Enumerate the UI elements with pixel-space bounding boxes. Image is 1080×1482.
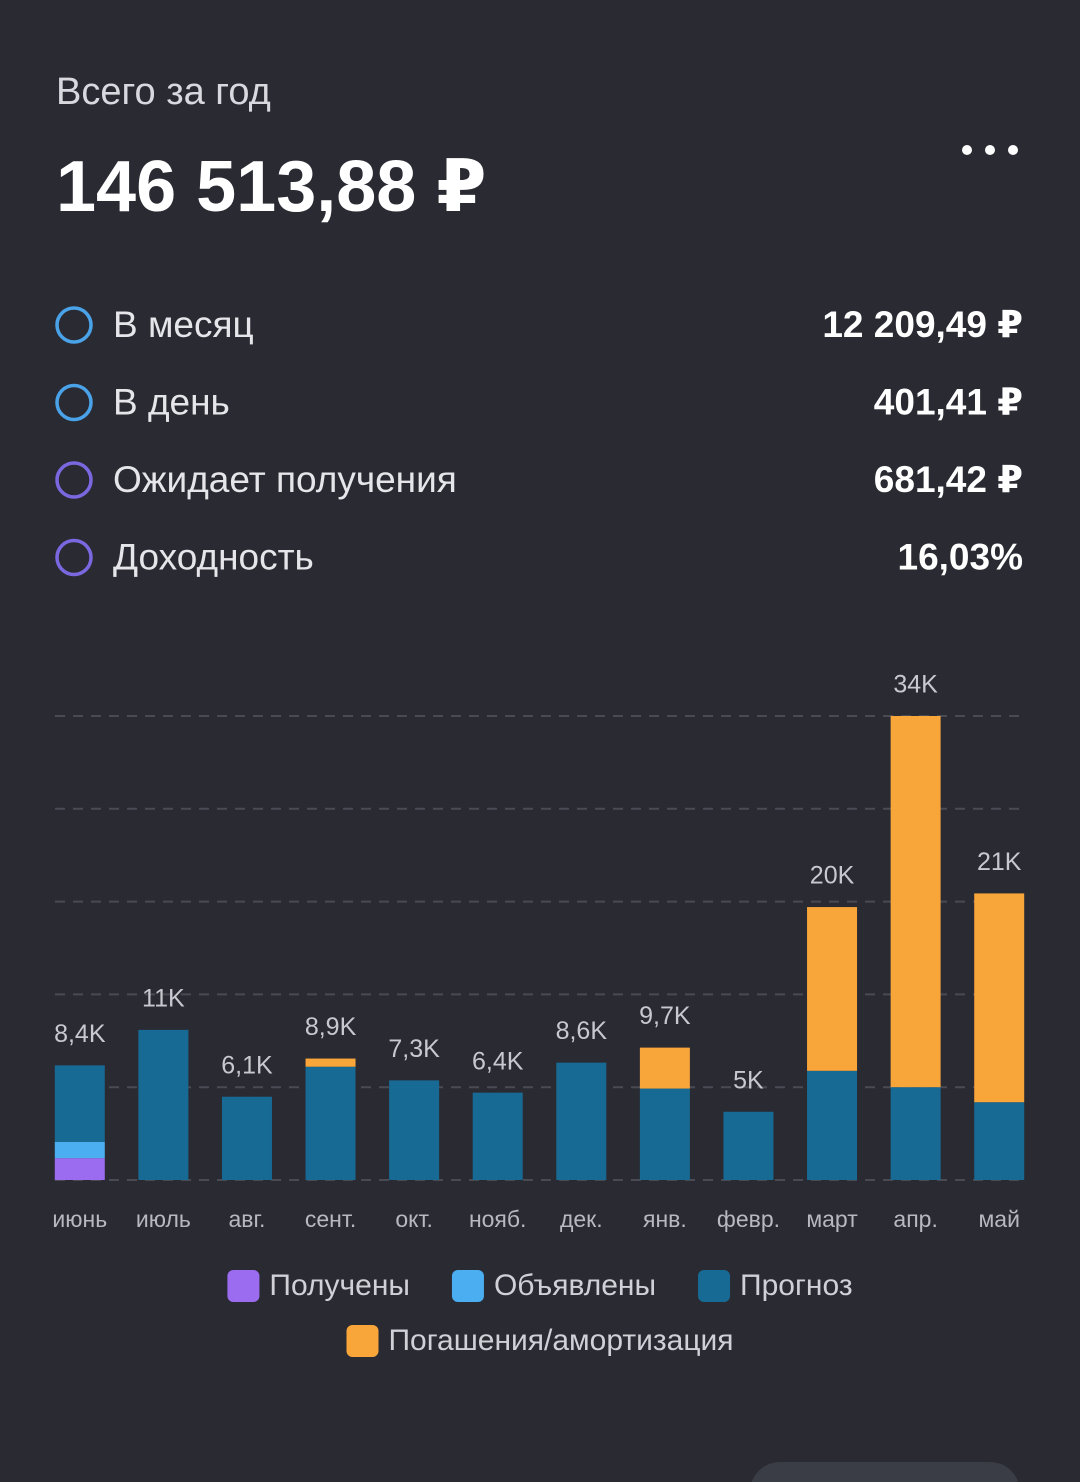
- bar-segment: [723, 1111, 774, 1180]
- stat-value: 12 209,49 ₽: [822, 304, 1023, 345]
- stat-value: 16,03%: [898, 536, 1024, 577]
- bar-segment: [639, 1047, 690, 1089]
- stat-marker: [55, 306, 93, 344]
- stat-value: 401,41 ₽: [874, 381, 1023, 422]
- dot[interactable]: [962, 145, 972, 155]
- legend-label: Получены: [269, 1269, 410, 1302]
- stat-marker: [55, 383, 93, 422]
- bar-segment: [556, 1062, 607, 1180]
- x-tick-label: июль: [136, 1206, 191, 1232]
- total-label: 9,7K: [639, 1002, 691, 1030]
- legend-label: Прогноз: [740, 1269, 853, 1302]
- title: Всего за год: [56, 71, 271, 113]
- stat-value: 681,42 ₽: [874, 459, 1023, 500]
- legend-swatch: [346, 1325, 379, 1357]
- x-tick-label: сент.: [305, 1206, 356, 1232]
- total-label: 21K: [977, 848, 1022, 876]
- bar-segment: [54, 1141, 105, 1159]
- x-tick-label: март: [806, 1206, 858, 1232]
- bar-segment: [807, 907, 858, 1071]
- total-label: 5K: [733, 1066, 764, 1094]
- total-label: 11K: [142, 984, 185, 1012]
- legend-label: Объявлены: [494, 1269, 656, 1302]
- total-label: 20K: [810, 862, 855, 890]
- stat-marker: [55, 538, 93, 577]
- stat-label: В месяц: [113, 304, 254, 345]
- bar-segment: [221, 1096, 272, 1180]
- total-label: 6,1K: [221, 1051, 273, 1079]
- total-label: 8,4K: [54, 1020, 106, 1048]
- stat-label: Ожидает получения: [113, 459, 457, 500]
- stat-label: В день: [113, 381, 230, 422]
- x-tick-label: февр.: [717, 1206, 780, 1232]
- more-button[interactable]: [962, 145, 1018, 155]
- bar-segment: [138, 1029, 189, 1180]
- bar-segment: [305, 1066, 356, 1180]
- total-label: 34K: [893, 671, 938, 699]
- total-label: 7,3K: [388, 1035, 440, 1063]
- legend-swatch: [227, 1270, 260, 1302]
- total-label: 6,4K: [472, 1047, 524, 1075]
- bar-segment: [890, 716, 941, 1088]
- bar-segment: [305, 1058, 356, 1067]
- total-label: 8,9K: [305, 1013, 357, 1041]
- x-tick-label: июнь: [52, 1206, 107, 1232]
- x-tick-label: апр.: [893, 1206, 937, 1232]
- x-tick-label: янв.: [643, 1206, 687, 1232]
- total-label: 8,6K: [556, 1017, 608, 1045]
- bar-segment: [389, 1080, 440, 1180]
- bar-segment: [54, 1158, 105, 1180]
- bottom-button[interactable]: [750, 1462, 1020, 1482]
- bar-segment: [472, 1092, 523, 1180]
- dot[interactable]: [1008, 145, 1018, 155]
- bar-segment: [974, 1102, 1025, 1180]
- bar-segment: [890, 1087, 941, 1180]
- bar-segment: [54, 1065, 105, 1142]
- bar-segment: [639, 1088, 690, 1180]
- x-tick-label: окт.: [395, 1206, 433, 1232]
- x-tick-label: май: [978, 1206, 1019, 1232]
- dot[interactable]: [985, 145, 995, 155]
- legend-label: Погашения/амортизация: [388, 1324, 733, 1357]
- stat-label: Доходность: [113, 536, 314, 577]
- legend-swatch: [698, 1270, 731, 1302]
- bar-segment: [974, 893, 1025, 1103]
- x-tick-label: нояб.: [469, 1206, 527, 1232]
- x-tick-label: авг.: [228, 1206, 265, 1232]
- x-tick-label: дек.: [560, 1206, 603, 1232]
- stat-marker: [55, 461, 93, 499]
- bar-segment: [807, 1070, 858, 1180]
- legend-swatch: [451, 1270, 484, 1302]
- total: 146 513,88 ₽: [56, 147, 486, 227]
